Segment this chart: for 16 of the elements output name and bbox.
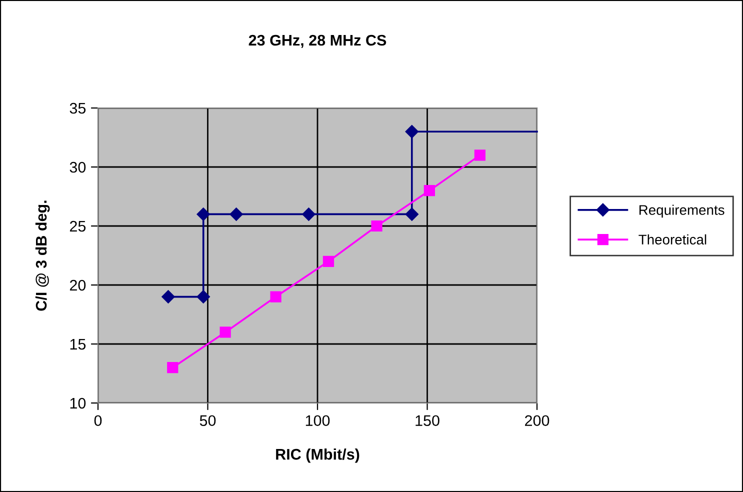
y-tick-label: 25 bbox=[70, 220, 86, 232]
y-tick-label: 30 bbox=[70, 162, 86, 173]
legend-label: Requirements bbox=[639, 204, 724, 218]
x-tick-label: 100 bbox=[306, 415, 330, 426]
x-tick-label: 0 bbox=[94, 415, 102, 426]
x-axis-title: RIC (Mbit/s) bbox=[276, 448, 360, 463]
x-tick-label: 50 bbox=[200, 415, 216, 426]
x-tick-label: 150 bbox=[416, 415, 440, 426]
y-axis-title: C/I @ 3 dB deg. bbox=[35, 200, 50, 311]
chart-title: 23 GHz, 28 MHz CS bbox=[248, 34, 386, 48]
y-tick-label: 20 bbox=[70, 280, 86, 291]
y-tick-label: 15 bbox=[70, 339, 86, 350]
legend-label: Theoretical bbox=[638, 234, 706, 245]
x-tick-label: 200 bbox=[525, 415, 550, 426]
y-tick-label: 35 bbox=[70, 102, 86, 114]
y-tick-label: 10 bbox=[70, 398, 86, 409]
